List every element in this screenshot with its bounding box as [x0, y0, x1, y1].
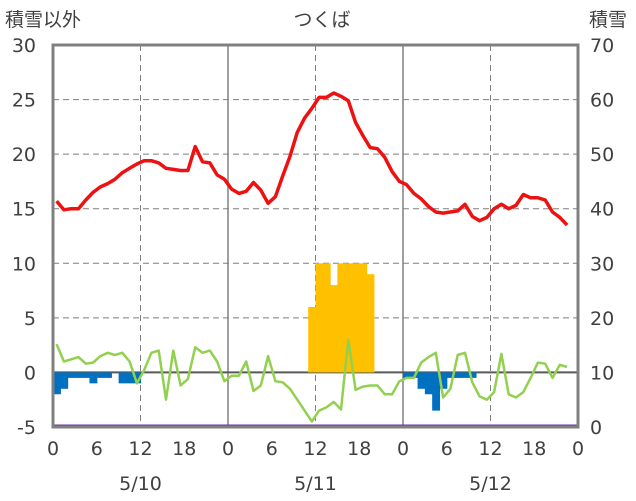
sunshine-bar [125, 372, 134, 384]
precipitation-bar [359, 263, 368, 373]
sunshine-bar [403, 372, 411, 378]
x-hour-label: 0 [47, 438, 59, 460]
sunshine-bar [89, 372, 98, 384]
x-hour-label: 12 [128, 438, 152, 460]
precipitation-bar [330, 285, 338, 373]
x-hour-label: 6 [266, 438, 278, 460]
sunshine-bar [60, 372, 69, 389]
right-tick-label: 10 [590, 362, 614, 384]
right-tick-label: 20 [590, 308, 614, 330]
sunshine-bar [82, 372, 91, 378]
sunshine-bar [454, 372, 462, 378]
precipitation-bar [351, 263, 360, 373]
sunshine-bar [53, 372, 61, 395]
x-hour-label: 6 [441, 438, 453, 460]
left-tick-label: 20 [12, 144, 36, 166]
precipitation-bar [366, 274, 375, 373]
sunshine-bar [424, 372, 433, 395]
right-tick-label: 70 [590, 35, 614, 57]
x-hour-label: 12 [478, 438, 502, 460]
x-hour-label: 18 [347, 438, 371, 460]
x-hour-label: 18 [522, 438, 546, 460]
wind-series-line [55, 338, 568, 423]
chart-title: つくば [293, 9, 350, 31]
right-axis-title: 積雪 [589, 9, 627, 31]
sunshine-bar [432, 372, 441, 411]
sunshine-bar [67, 372, 76, 378]
x-date-label: 5/11 [294, 473, 337, 495]
precipitation-bar [322, 263, 331, 373]
sunshine-bar [96, 372, 105, 378]
plot-frame [51, 43, 580, 429]
left-tick-label: 30 [12, 35, 36, 57]
precipitation-bar [344, 263, 353, 373]
right-tick-label: 0 [590, 417, 602, 439]
right-tick-label: 60 [590, 90, 614, 112]
left-tick-label: 15 [12, 199, 36, 221]
x-hour-label: 0 [222, 438, 234, 460]
bar-layer [53, 263, 477, 411]
x-date-label: 5/10 [119, 473, 162, 495]
left-tick-label: 10 [12, 253, 36, 275]
sunshine-bar [104, 372, 112, 378]
x-hour-label: 18 [172, 438, 196, 460]
x-hour-label: 0 [397, 438, 409, 460]
left-tick-label: 25 [12, 90, 36, 112]
temperature-series-line [55, 91, 569, 227]
sunshine-bar [468, 372, 477, 378]
precipitation-bar [337, 263, 346, 373]
right-tick-label: 50 [590, 144, 614, 166]
sunshine-bar [417, 372, 426, 389]
x-hour-label: 0 [572, 438, 584, 460]
right-tick-label: 30 [590, 253, 614, 275]
sunshine-bar [118, 372, 127, 384]
x-hour-label: 6 [91, 438, 103, 460]
sunshine-bar [133, 372, 142, 384]
sunshine-bar [74, 372, 83, 378]
right-tick-label: 40 [590, 199, 614, 221]
precipitation-bar [315, 263, 324, 373]
left-axis-title: 積雪以外 [5, 9, 81, 31]
x-hour-label: 12 [303, 438, 327, 460]
left-tick-label: 0 [24, 362, 36, 384]
sunshine-bar [446, 372, 455, 378]
sunshine-bar [461, 372, 470, 378]
left-tick-label: -5 [17, 417, 36, 439]
sunshine-bar [439, 372, 448, 389]
left-tick-label: 5 [24, 308, 36, 330]
precipitation-bar [308, 306, 317, 373]
x-date-label: 5/12 [469, 473, 512, 495]
